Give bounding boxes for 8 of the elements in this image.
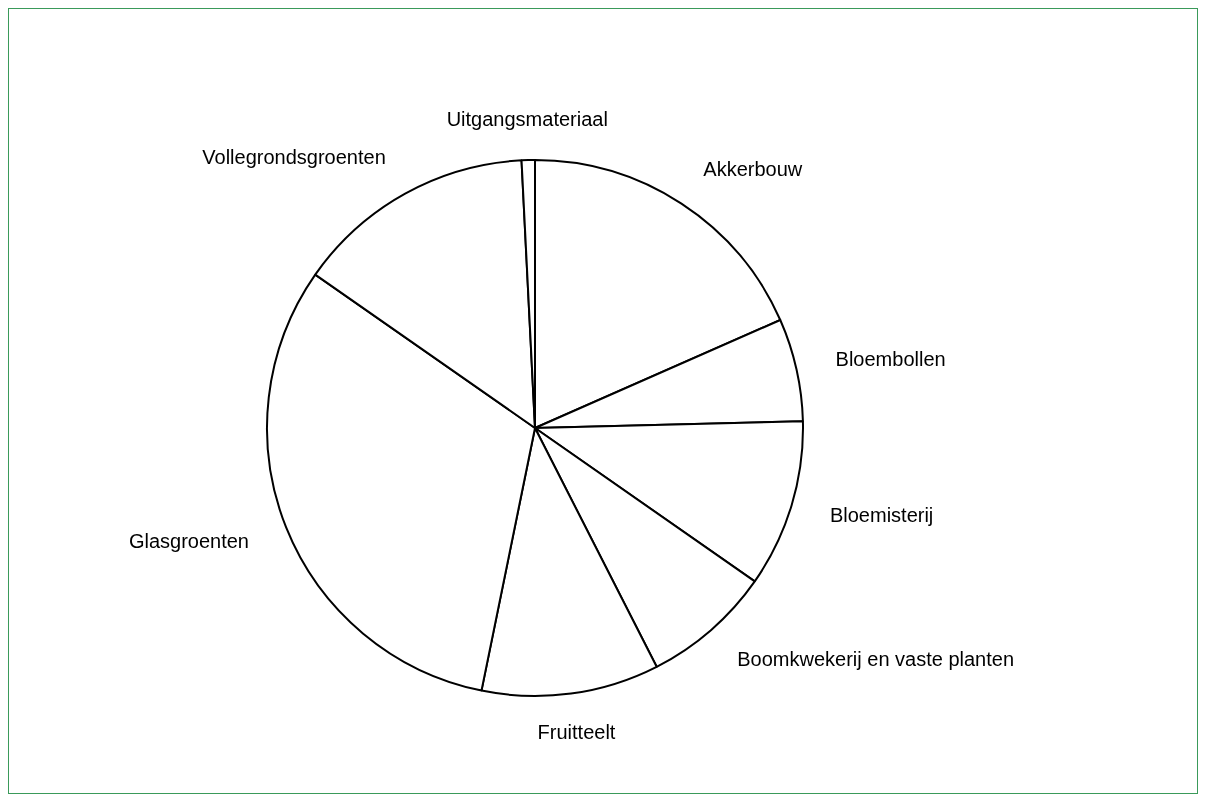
slice-label: Uitgangsmateriaal [446,107,608,130]
slice-label: Fruitteelt [537,720,616,743]
slice-label: Akkerbouw [703,157,803,180]
slice-label: Vollegrondsgroenten [202,146,386,169]
slice-label: Glasgroenten [128,529,249,552]
slice-label: Bloemisterij [829,504,934,527]
slice-label: Bloembollen [835,348,946,371]
slice-label: Boomkwekerij en vaste planten [737,647,1015,670]
